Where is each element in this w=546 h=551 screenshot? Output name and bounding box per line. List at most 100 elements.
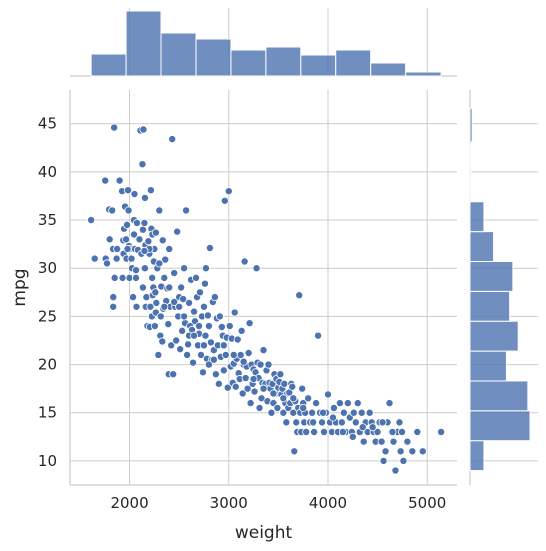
scatter-point	[200, 279, 209, 288]
right-hist-bar	[469, 201, 485, 233]
scatter-point	[139, 125, 148, 134]
x-tick-label: 5000	[408, 494, 446, 512]
scatter-point	[175, 302, 184, 311]
scatter-point	[290, 447, 299, 456]
scatter-point	[381, 447, 390, 456]
scatter-point	[199, 341, 208, 350]
scatter-point	[148, 273, 157, 282]
scatter-point	[209, 355, 218, 364]
scatter-point	[225, 322, 234, 331]
scatter-point	[338, 428, 347, 437]
scatter-point	[123, 220, 132, 229]
scatter-point	[103, 259, 112, 268]
scatter-point	[170, 269, 179, 278]
scatter-point	[214, 379, 223, 388]
scatter-point	[312, 399, 321, 408]
scatter-point	[396, 447, 405, 456]
scatter-point	[201, 331, 210, 340]
scatter-point	[160, 273, 169, 282]
scatter-point	[160, 302, 169, 311]
scatter-point	[110, 273, 119, 282]
top-hist-bar	[230, 49, 267, 77]
scatter-point	[132, 302, 141, 311]
scatter-point	[112, 254, 121, 263]
scatter-point	[201, 264, 210, 273]
scatter-point	[167, 341, 176, 350]
scatter-point	[158, 337, 167, 346]
scatter-point	[195, 288, 204, 297]
scatter-point	[138, 283, 147, 292]
scatter-point	[219, 366, 228, 375]
scatter-point	[269, 389, 278, 398]
scatter-point	[196, 350, 205, 359]
scatter-point	[259, 346, 268, 355]
scatter-point	[203, 311, 212, 320]
right-hist-bar	[469, 171, 472, 203]
scatter-point	[190, 307, 199, 316]
scatter-point	[304, 394, 313, 403]
scatter-point	[255, 403, 264, 412]
right-hist-bar	[469, 290, 511, 322]
scatter-point	[328, 413, 337, 422]
scatter-point	[348, 432, 357, 441]
scatter-point	[298, 384, 307, 393]
scatter-point	[229, 350, 238, 359]
scatter-point	[146, 186, 155, 195]
scatter-point	[309, 418, 318, 427]
scatter-point	[199, 302, 208, 311]
scatter-point	[310, 428, 319, 437]
x-tick-label: 3000	[210, 494, 248, 512]
scatter-point	[276, 370, 285, 379]
scatter-point	[335, 399, 344, 408]
scatter-point	[183, 350, 192, 359]
scatter-point	[151, 288, 160, 297]
scatter-point	[273, 403, 282, 412]
scatter-point	[158, 236, 167, 245]
y-tick-label: 45	[38, 115, 57, 133]
scatter-point	[189, 358, 198, 367]
scatter-point	[164, 320, 173, 329]
scatter-point	[252, 264, 261, 273]
scatter-point	[279, 394, 288, 403]
scatter-point	[256, 360, 265, 369]
scatter-point	[115, 176, 124, 185]
scatter-point	[389, 437, 398, 446]
scatter-point	[292, 418, 301, 427]
scatter-point	[138, 225, 147, 234]
scatter-point	[343, 399, 352, 408]
scatter-point	[223, 383, 232, 392]
scatter-point	[391, 466, 400, 475]
scatter-point	[87, 216, 96, 225]
scatter-point	[192, 273, 201, 282]
scatter-point	[282, 418, 291, 427]
scatter-point	[241, 374, 250, 383]
scatter-point	[224, 187, 233, 196]
scatter-point	[118, 273, 127, 282]
scatter-point	[318, 418, 327, 427]
scatter-point	[190, 331, 199, 340]
top-hist-bar	[370, 62, 407, 77]
scatter-point	[349, 408, 358, 417]
scatter-point	[233, 335, 242, 344]
scatter-point	[399, 456, 408, 465]
scatter-point	[395, 418, 404, 427]
scatter-point	[320, 428, 329, 437]
scatter-point	[357, 408, 366, 417]
scatter-point	[124, 206, 133, 215]
x-axis-label: weight	[235, 523, 293, 543]
scatter-point	[124, 186, 133, 195]
scatter-point	[131, 266, 140, 275]
x-tick-label: 2000	[110, 494, 148, 512]
scatter-point	[368, 423, 377, 432]
scatter-point	[146, 302, 155, 311]
right-hist-bar	[469, 231, 495, 262]
scatter-point	[353, 399, 362, 408]
scatter-point	[437, 428, 446, 437]
y-tick-label: 20	[38, 356, 57, 374]
right-hist-bar	[469, 260, 514, 292]
scatter-point	[109, 302, 118, 311]
scatter-point	[165, 283, 174, 292]
scatter-point	[302, 428, 311, 437]
scatter-point	[378, 418, 387, 427]
right-hist-bar	[469, 107, 473, 143]
